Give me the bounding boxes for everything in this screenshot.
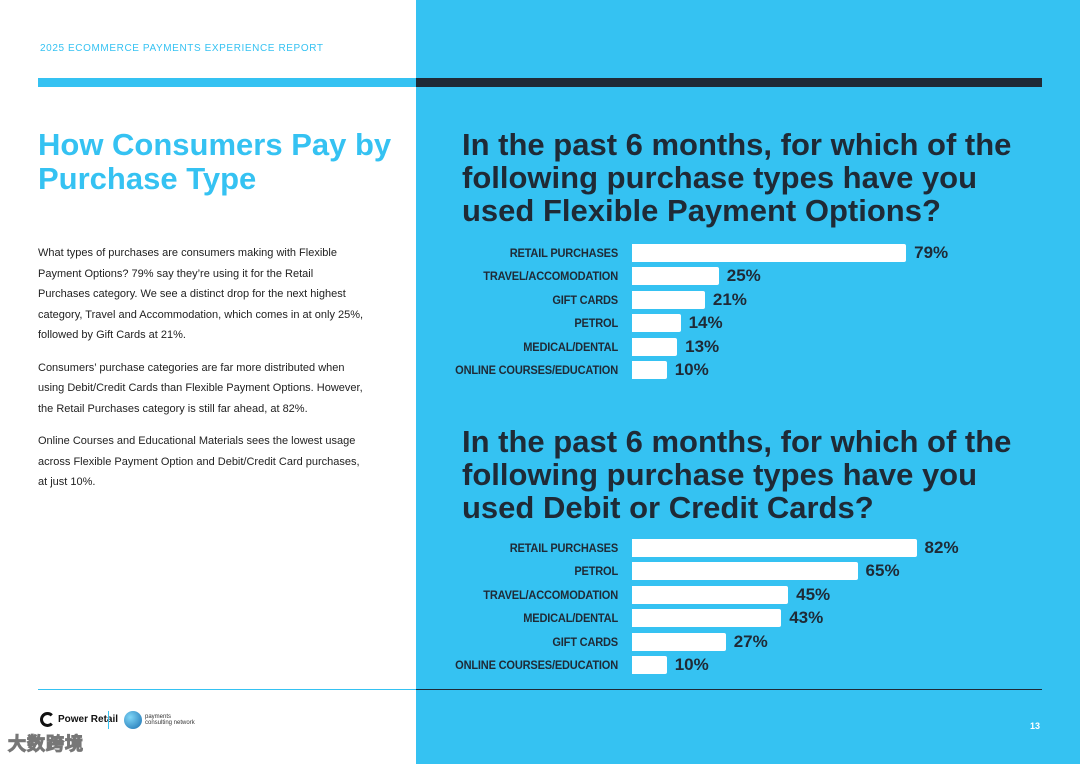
- footer-divider-left: [38, 689, 416, 690]
- chart2-bar: [632, 632, 726, 651]
- power-retail-mark-icon: [40, 712, 55, 727]
- chart1-bar: [632, 244, 907, 262]
- chart2-bar: [632, 585, 789, 604]
- chart1-category-label: GIFT CARDS: [552, 292, 618, 307]
- chart2-debit-credit: RETAIL PURCHASES 82% PETROL 65% TRAVEL/ACCOM…: [440, 537, 1040, 677]
- chart1-bar: [632, 267, 719, 286]
- chart1-row: RETAIL PURCHASES 79%: [440, 242, 1040, 265]
- chart2-value-label: 43%: [789, 608, 824, 628]
- footer-divider-right: [416, 689, 1042, 690]
- chart1-category-label: RETAIL PURCHASES: [509, 246, 618, 260]
- chart1-value-label: 10%: [674, 359, 709, 379]
- body-text: What types of purchases are consumers ma…: [38, 243, 368, 505]
- chart1-bar: [632, 360, 667, 379]
- power-retail-logo-text: Power Retail: [58, 713, 119, 725]
- chart2-value-label: 27%: [733, 631, 768, 651]
- chart2-title: In the past 6 months, for which of the f…: [462, 424, 1012, 525]
- header-bar-dark: [416, 78, 1042, 87]
- pcn-logo: payments consulting network: [124, 711, 195, 729]
- chart1-value-label: 13%: [685, 336, 720, 356]
- chart1-title: In the past 6 months, for which of the f…: [462, 127, 1012, 228]
- chart2-category-label: MEDICAL/DENTAL: [523, 611, 618, 626]
- chart1-flexible-payment: RETAIL PURCHASES 79% TRAVEL/ACCOMODATION 25…: [440, 242, 1040, 382]
- chart2-category-label: ONLINE COURSES/EDUCATION: [455, 657, 618, 672]
- page-number: 13: [1030, 721, 1041, 731]
- chart2-bar: [632, 655, 667, 674]
- chart1-category-label: ONLINE COURSES/EDUCATION: [455, 362, 618, 377]
- chart2-value-label: 82%: [924, 538, 959, 557]
- chart2-row: GIFT CARDS 27%: [440, 631, 1040, 654]
- chart2-category-label: RETAIL PURCHASES: [509, 541, 618, 555]
- chart2-bar: [632, 562, 858, 581]
- left-panel: [0, 0, 416, 764]
- chart1-row: TRAVEL/ACCOMODATION 25%: [440, 265, 1040, 288]
- chart1-value-label: 21%: [712, 289, 747, 309]
- chart1-row: GIFT CARDS 21%: [440, 289, 1040, 312]
- chart2-value-label: 45%: [796, 584, 831, 604]
- chart2-row: ONLINE COURSES/EDUCATION 10%: [440, 654, 1040, 677]
- page-title: How Consumers Pay by Purchase Type: [38, 127, 392, 196]
- pcn-logo-text: payments consulting network: [145, 713, 195, 727]
- chart1-bar: [632, 290, 705, 309]
- chart2-bar: [632, 609, 782, 628]
- globe-icon: [124, 711, 142, 729]
- chart2-value-label: 10%: [674, 654, 709, 674]
- chart1-category-label: TRAVEL/ACCOMODATION: [483, 269, 618, 284]
- chart1-category-label: PETROL: [574, 316, 618, 331]
- chart2-category-label: TRAVEL/ACCOMODATION: [483, 587, 618, 602]
- chart2-value-label: 65%: [865, 561, 900, 581]
- header-bar-cyan: [38, 78, 416, 87]
- chart2-bar: [632, 539, 917, 557]
- chart1-value-label: 79%: [914, 243, 949, 262]
- paragraph-1: What types of purchases are consumers ma…: [38, 247, 364, 341]
- chart1-row: ONLINE COURSES/EDUCATION 10%: [440, 359, 1040, 382]
- chart1-bar: [632, 337, 678, 356]
- power-retail-logo: Power Retail: [40, 712, 118, 727]
- chart2-category-label: GIFT CARDS: [552, 634, 618, 649]
- chart1-value-label: 14%: [688, 313, 723, 333]
- chart2-row: RETAIL PURCHASES 82%: [440, 537, 1040, 560]
- paragraph-2: Consumers’ purchase categories are far m…: [38, 361, 363, 415]
- chart1-row: MEDICAL/DENTAL 13%: [440, 336, 1040, 359]
- chart1-row: PETROL 14%: [440, 312, 1040, 335]
- right-panel: [416, 0, 1080, 764]
- watermark: 大数跨境: [8, 734, 84, 755]
- chart2-row: PETROL 65%: [440, 560, 1040, 583]
- chart2-category-label: PETROL: [574, 564, 618, 579]
- paragraph-3: Online Courses and Educational Materials…: [38, 435, 360, 488]
- report-label: 2025 ECOMMERCE PAYMENTS EXPERIENCE REPOR…: [40, 43, 324, 54]
- chart2-row: TRAVEL/ACCOMODATION 45%: [440, 584, 1040, 607]
- chart1-category-label: MEDICAL/DENTAL: [523, 339, 618, 354]
- logo-separator: [108, 711, 109, 729]
- chart1-value-label: 25%: [726, 266, 761, 286]
- chart1-bar: [632, 314, 681, 333]
- chart2-row: MEDICAL/DENTAL 43%: [440, 607, 1040, 630]
